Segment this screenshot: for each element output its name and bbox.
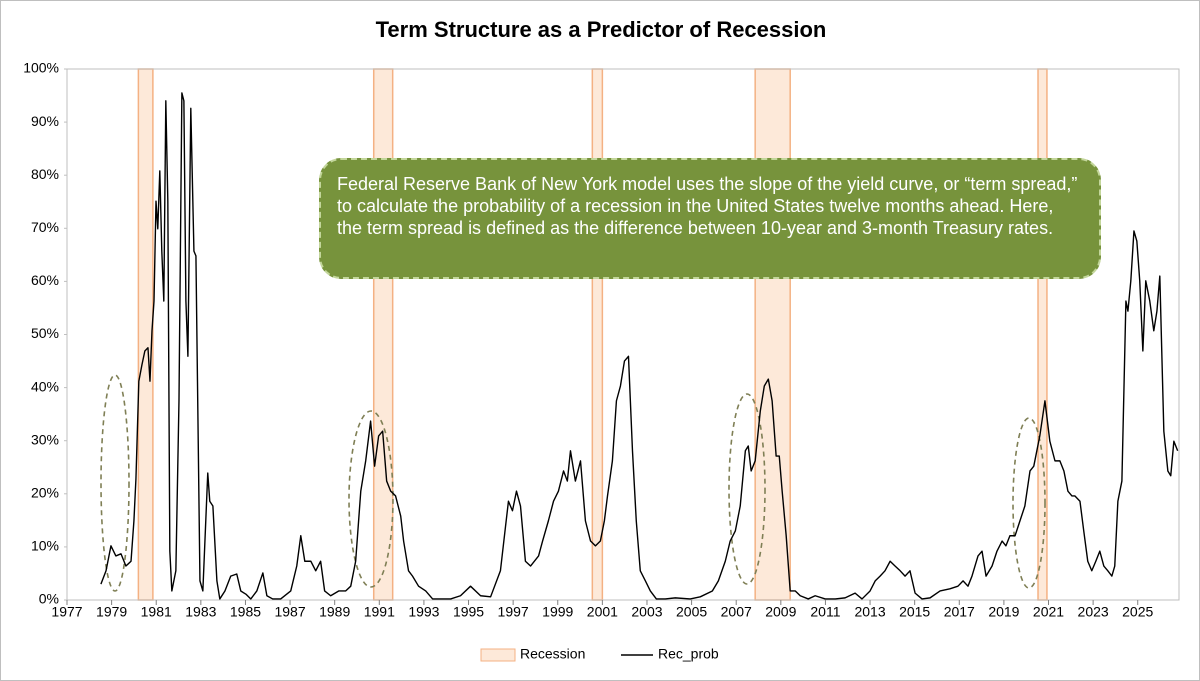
x-tick-label: 1999 [542,604,573,620]
x-tick-label: 1979 [96,604,127,620]
plot-area [66,68,1180,601]
x-tick-label: 2025 [1122,604,1153,620]
x-tick-label: 1991 [364,604,395,620]
annotation-box: Federal Reserve Bank of New York model u… [319,158,1101,279]
x-tick-label: 2007 [721,604,752,620]
x-tick-label: 1995 [453,604,484,620]
recession-band [1037,68,1048,601]
y-tick-label: 10% [31,538,59,554]
x-tick-label: 1985 [230,604,261,620]
x-tick-label: 2019 [988,604,1019,620]
x-tick-label: 1993 [408,604,439,620]
x-tick-label: 1989 [319,604,350,620]
ellipse [728,393,766,585]
highlight-ellipses [100,374,1046,592]
y-tick-label: 80% [31,166,59,182]
ellipse [100,374,130,592]
y-tick-label: 70% [31,219,59,235]
x-tick-label: 2005 [676,604,707,620]
x-tick-label: 2001 [587,604,618,620]
y-tick-label: 40% [31,378,59,394]
y-tick-label: 30% [31,431,59,447]
x-tick-label: 2011 [810,604,840,620]
x-tick-label: 2023 [1078,604,1109,620]
legend-label: Recession [520,646,585,662]
x-tick-label: 1977 [51,604,82,620]
data-line [100,92,1179,600]
x-tick-label: 2013 [854,604,885,620]
x-tick-label: 2017 [944,604,975,620]
ellipse [1012,417,1046,589]
y-tick-label: 0% [39,591,59,607]
x-tick-label: 2003 [631,604,662,620]
y-tick-label: 90% [31,113,59,129]
y-tick-label: 20% [31,485,59,501]
x-tick-label: 2015 [899,604,930,620]
legend-label: Rec_prob [658,646,719,662]
recession-band [137,68,154,601]
y-tick-label: 100% [23,60,59,76]
x-tick-label: 2009 [765,604,796,620]
x-tick-label: 1983 [185,604,216,620]
legend-swatch [480,648,516,662]
x-tick-label: 1997 [498,604,529,620]
ellipse [348,410,394,588]
chart-title: Term Structure as a Predictor of Recessi… [376,17,827,42]
recession-band [372,68,394,601]
y-tick-label: 50% [31,325,59,341]
y-tick-label: 60% [31,272,59,288]
recession-bands [137,68,1048,601]
x-tick-label: 2021 [1033,604,1064,620]
x-tick-label: 1981 [141,604,172,620]
x-tick-label: 1987 [274,604,305,620]
recession-band [591,68,604,601]
